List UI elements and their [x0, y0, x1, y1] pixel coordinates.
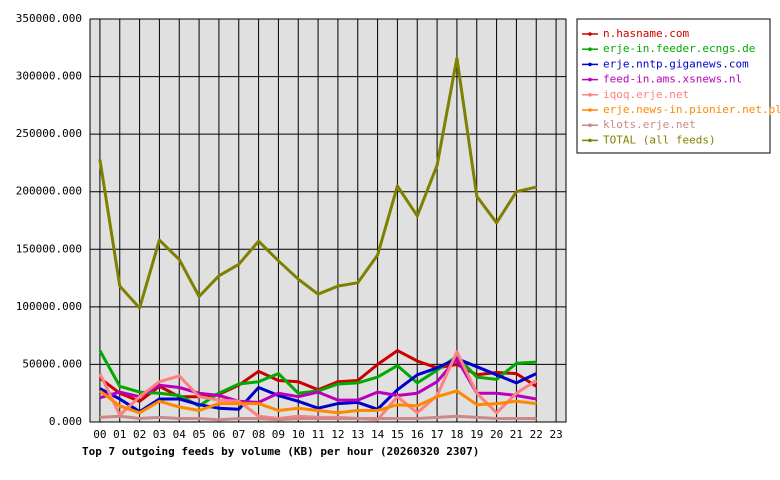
- x-tick-label: 16: [411, 428, 424, 441]
- plot-area: [89, 18, 567, 423]
- x-tick-label: 00: [93, 428, 106, 441]
- series-line: [99, 357, 537, 414]
- legend-marker: [588, 93, 592, 97]
- y-tick-label: 0.000: [49, 415, 82, 428]
- series-line: [98, 389, 537, 415]
- legend: [576, 18, 771, 154]
- x-tick-label: 06: [212, 428, 225, 441]
- legend-label: n.hasname.com: [603, 27, 689, 40]
- legend-label: erje.nntp.giganews.com: [603, 57, 749, 70]
- x-tick-label: 07: [232, 428, 245, 441]
- y-tick-label: 100000.000: [16, 300, 82, 313]
- legend-label: erje.news-in.pionier.net.pl: [603, 103, 780, 116]
- x-tick-label: 21: [510, 428, 523, 441]
- y-tick-label: 250000.000: [16, 127, 82, 140]
- chart-title: Top 7 outgoing feeds by volume (KB) per …: [82, 445, 479, 458]
- legend-label: erje-in.feeder.ecngs.de: [603, 42, 755, 55]
- legend-marker: [588, 77, 592, 82]
- x-tick-label: 02: [133, 428, 146, 441]
- legend-marker: [588, 108, 592, 112]
- legend-label: feed-in.ams.xsnews.nl: [603, 73, 742, 86]
- x-tick-label: 14: [371, 428, 385, 441]
- legend-label: TOTAL (all feeds): [603, 133, 716, 146]
- y-tick-label: 350000.000: [16, 12, 82, 25]
- x-tick-label: 23: [549, 428, 562, 441]
- x-tick-label: 19: [470, 428, 483, 441]
- series-line: [98, 56, 537, 310]
- series-line: [99, 414, 537, 422]
- x-tick-label: 10: [292, 428, 305, 441]
- x-tick-label: 04: [173, 428, 187, 441]
- series-line: [99, 357, 537, 404]
- x-tick-label: 18: [450, 428, 463, 441]
- x-tick-label: 11: [311, 428, 324, 441]
- y-tick-label: 300000.000: [16, 70, 82, 83]
- y-tick-label: 200000.000: [16, 185, 82, 198]
- x-tick-label: 05: [192, 428, 205, 441]
- legend-marker: [588, 62, 592, 67]
- x-tick-label: 22: [530, 428, 543, 441]
- x-tick-label: 03: [153, 428, 166, 441]
- legend-marker: [588, 123, 592, 127]
- x-tick-label: 01: [113, 428, 126, 441]
- legend-label: iqoq.erje.net: [603, 88, 689, 101]
- x-tick-label: 20: [490, 428, 503, 441]
- legend-marker: [588, 138, 592, 143]
- x-tick-label: 09: [272, 428, 285, 441]
- legend-marker: [588, 47, 592, 51]
- x-tick-label: 15: [391, 428, 404, 441]
- legend-label: klots.erje.net: [603, 118, 696, 131]
- x-tick-label: 13: [351, 428, 364, 441]
- x-tick-label: 17: [430, 428, 443, 441]
- x-tick-label: 12: [331, 428, 344, 441]
- x-tick-label: 08: [252, 428, 265, 441]
- y-tick-label: 150000.000: [16, 242, 82, 255]
- legend-marker: [588, 32, 592, 36]
- y-tick-label: 50000.000: [22, 357, 82, 370]
